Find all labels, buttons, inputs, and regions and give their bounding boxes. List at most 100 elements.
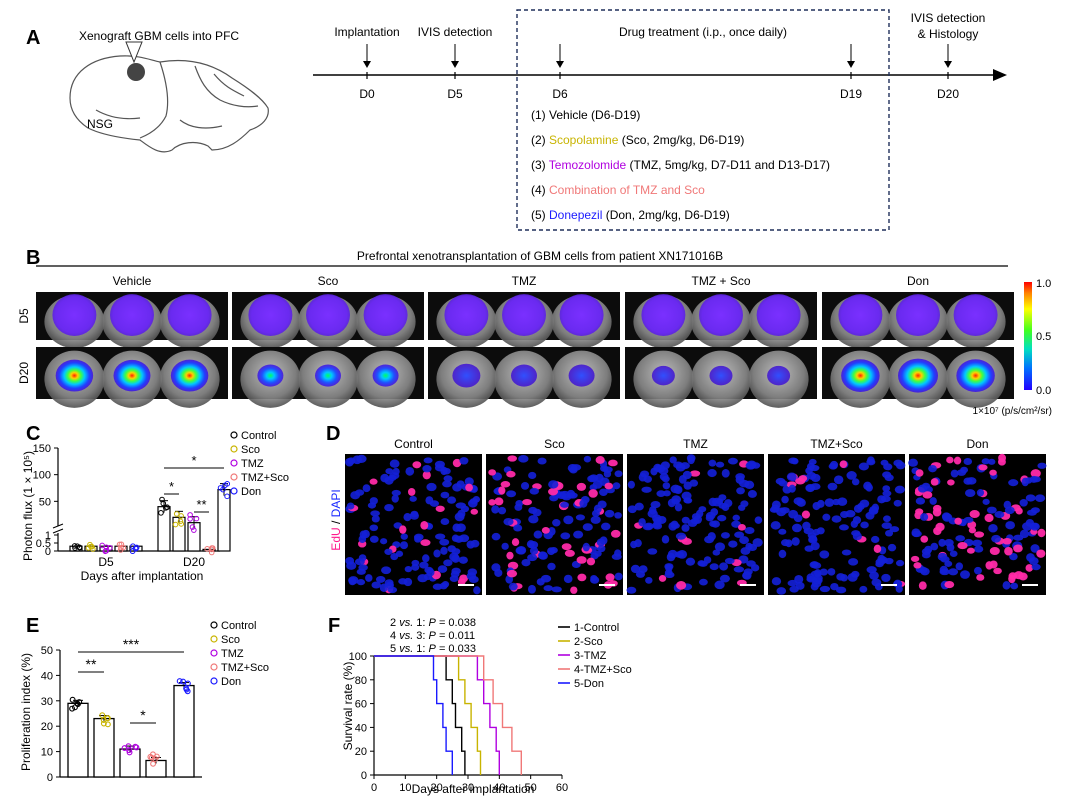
edu-nucleus (452, 458, 462, 468)
bioluminescence-signal (444, 294, 489, 336)
c-data-point (129, 548, 136, 555)
dapi-nucleus (771, 577, 782, 586)
f-x-tick-label: 50 (525, 782, 537, 794)
dapi-nucleus (850, 520, 859, 528)
survival-chart: 0 20 40 60 80 100 0 10 20 30 40 50 60 1-Control 2-Sco 3… (349, 622, 632, 794)
treatment-item: (3) Temozolomide (TMZ, 5mg/kg, D7-D11 an… (531, 158, 830, 172)
dapi-nucleus (455, 502, 466, 509)
dapi-nucleus (880, 495, 891, 503)
dapi-nucleus (915, 497, 926, 505)
edu-nucleus (399, 525, 407, 534)
dapi-nucleus (452, 483, 463, 492)
panel-d: D EdU / DAPI Control Sco TMZ TMZ+Sco Don (326, 423, 1047, 595)
dapi-nucleus (1030, 507, 1040, 514)
dapi-nucleus (526, 540, 535, 549)
dapi-nucleus (466, 572, 477, 581)
dapi-nucleus (425, 496, 434, 505)
panel-label-f: F (328, 615, 340, 637)
e-data-point (126, 749, 133, 756)
edu-nucleus (595, 456, 605, 464)
e-significance-label: * (140, 707, 146, 723)
e-legend-label: Sco (221, 634, 240, 646)
e-legend-marker (210, 621, 218, 629)
dapi-nucleus (1030, 544, 1040, 553)
dapi-nucleus (987, 458, 996, 465)
dapi-nucleus (670, 484, 681, 494)
edu-nucleus (422, 470, 431, 480)
dapi-nucleus (810, 473, 821, 483)
e-legend-label: Don (221, 676, 241, 688)
dapi-nucleus (808, 458, 817, 465)
treatment-details: (TMZ, 5mg/kg, D7-D11 and D13-D17) (626, 158, 830, 172)
dapi-nucleus (506, 490, 517, 498)
edu-nucleus (407, 487, 416, 496)
dapi-nucleus (536, 578, 545, 586)
dapi-nucleus (440, 491, 450, 499)
dapi-nucleus (781, 539, 790, 547)
dapi-nucleus (630, 564, 641, 574)
bioluminescence-signal (956, 359, 995, 392)
c-x-tick-label: D20 (183, 555, 205, 569)
dapi-nucleus (638, 565, 648, 573)
stat-group-b: 1: (413, 617, 428, 629)
event-ivis-histology-2: & Histology (918, 27, 979, 41)
dapi-nucleus (405, 466, 415, 476)
f-legend-label: 3-TMZ (574, 650, 607, 662)
dapi-nucleus (575, 514, 585, 521)
dapi-nucleus (714, 580, 725, 590)
dapi-nucleus (403, 512, 412, 522)
dapi-nucleus (547, 527, 556, 536)
edu-nucleus (506, 569, 518, 578)
dapi-nucleus (819, 585, 831, 593)
bioluminescence-signal (709, 365, 733, 386)
c-data-point (164, 504, 170, 511)
dapi-nucleus (439, 538, 450, 546)
dapi-nucleus (919, 566, 928, 574)
dapi-nucleus (681, 524, 690, 532)
dapi-nucleus (627, 505, 637, 514)
dapi-nucleus (865, 511, 875, 520)
axis-break-icon (52, 523, 64, 534)
timeline-day-label: D19 (840, 87, 862, 101)
dapi-nucleus (949, 550, 958, 557)
dapi-nucleus (432, 583, 443, 590)
dapi-nucleus (717, 514, 727, 522)
dapi-nucleus (930, 542, 939, 551)
dapi-nucleus (973, 566, 982, 575)
e-data-point (69, 705, 76, 712)
treatment-number: (2) (531, 133, 549, 147)
dapi-nucleus (869, 506, 878, 514)
dapi-nucleus (963, 457, 973, 466)
treatment-number: (3) (531, 158, 549, 172)
survival-curve (374, 655, 482, 775)
edu-nucleus (997, 458, 1006, 466)
dapi-nucleus (895, 559, 905, 567)
bioluminescence-signal (257, 364, 284, 387)
stat-vs: vs. (399, 643, 413, 655)
f-y-tick-label: 80 (355, 675, 367, 687)
edu-nucleus (681, 537, 692, 545)
edu-nucleus (561, 543, 572, 551)
e-significance-label: *** (123, 636, 140, 652)
dapi-nucleus (1019, 499, 1028, 507)
dapi-nucleus (666, 552, 676, 562)
dapi-nucleus (874, 582, 883, 591)
timeline-day-label: D0 (359, 87, 375, 101)
dapi-nucleus (882, 490, 892, 497)
dapi-label: DAPI (329, 489, 343, 517)
dapi-nucleus (560, 532, 571, 540)
dapi-nucleus (551, 586, 562, 593)
event-ivis-histology-1: IVIS detection (911, 11, 986, 25)
dapi-nucleus (582, 523, 593, 531)
dapi-nucleus (1008, 479, 1019, 487)
c-legend-marker (230, 473, 238, 481)
dapi-nucleus (776, 587, 787, 595)
tumor-cells-icon (127, 63, 145, 81)
colorbar-max: 1.0 (1036, 278, 1051, 290)
dapi-nucleus (514, 503, 523, 511)
dapi-nucleus (939, 568, 950, 576)
dapi-nucleus (594, 550, 602, 557)
edu-nucleus (506, 551, 514, 560)
e-bar (67, 702, 89, 778)
dapi-nucleus (549, 494, 559, 502)
